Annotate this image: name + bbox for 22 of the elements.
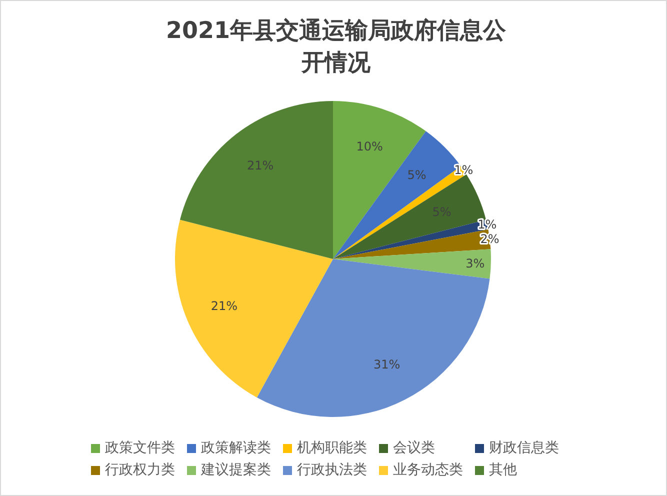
legend-label: 行政权力类 — [105, 461, 175, 479]
legend-label: 财政信息类 — [489, 439, 559, 457]
pie-slice — [256, 259, 490, 417]
legend-label: 会议类 — [393, 439, 435, 457]
pie-slice — [180, 101, 333, 259]
data-label: 21% — [210, 299, 238, 314]
legend-label: 建议提案类 — [201, 461, 271, 479]
legend-label: 政策文件类 — [105, 439, 175, 457]
legend-label: 行政执法类 — [297, 461, 367, 479]
data-label: 10% — [356, 139, 383, 154]
legend-label: 政策解读类 — [201, 439, 271, 457]
data-label: 5% — [407, 168, 426, 182]
legend-label: 业务动态类 — [393, 461, 463, 479]
chart-title: 2021年县交通运输局政府信息公开情况 — [166, 17, 506, 78]
data-label: 31% — [373, 358, 400, 372]
pie-slice — [333, 249, 491, 279]
data-label: 21% — [247, 158, 274, 172]
pie-slice — [175, 220, 333, 398]
legend-label: 机构职能类 — [297, 439, 367, 457]
pie-slice — [333, 101, 426, 259]
legend-label: 其他 — [489, 461, 517, 479]
data-label: 3% — [466, 256, 485, 270]
